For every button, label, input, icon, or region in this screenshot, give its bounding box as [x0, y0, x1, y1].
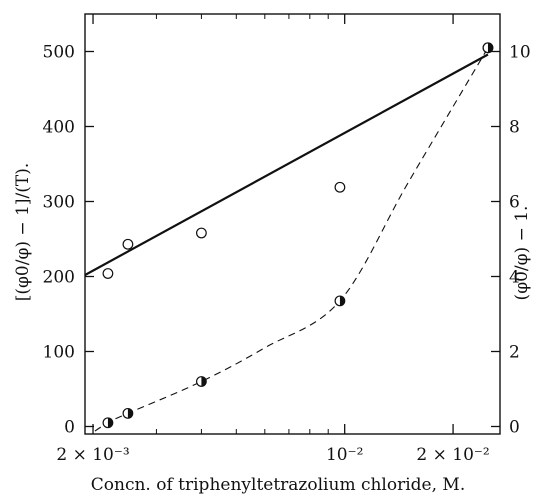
y-axis-left-title: [(φ0/φ) − 1]/(T). [13, 163, 33, 301]
open-circle-point [196, 227, 207, 239]
open-circle-point [334, 181, 346, 193]
y-left-tick-label: 0 [64, 418, 75, 438]
point-fill [107, 417, 113, 428]
half-filled-circle-point [196, 376, 207, 387]
data-points [102, 42, 494, 429]
y-left-tick-label: 100 [43, 343, 75, 363]
open-circle-point [102, 268, 114, 279]
ticks: 0 100 200 300 400 500 0 2 4 6 8 10 2 × 10⁻³ 10⁻² 2 × 1… [43, 14, 531, 465]
y-right-tick-label: 8 [509, 118, 520, 138]
plot-frame [84, 13, 501, 435]
y-axis-right-title: (φ0/φ) − 1. [512, 206, 532, 301]
solid-fit-line [85, 53, 489, 276]
y-left-tick-label: 200 [43, 268, 75, 288]
y-right-tick-label: 4 [509, 268, 520, 288]
axis-labels: [(φ0/φ) − 1]/(T). (φ0/φ) − 1. Concn. of … [13, 163, 532, 495]
point-fill [487, 42, 493, 53]
point-fill [201, 376, 207, 387]
point-fill [339, 296, 345, 306]
x-tick-label: 2 × 10⁻³ [56, 445, 129, 465]
y-left-tick-label: 300 [43, 193, 75, 213]
y-left-tick-label: 500 [43, 43, 75, 63]
point-fill [127, 408, 133, 419]
half-filled-circle-point [334, 295, 346, 307]
x-axis-title: Concn. of triphenyltetrazolium chloride,… [91, 475, 465, 495]
y-right-tick-label: 6 [509, 193, 520, 213]
plot-border [84, 13, 501, 435]
open-circle-point [122, 238, 134, 250]
y-right-tick-label: 2 [509, 343, 520, 363]
fit-lines [85, 47, 489, 434]
half-filled-circle-point [482, 42, 494, 54]
x-tick-label: 10⁻² [326, 445, 363, 465]
half-filled-circle-point [122, 407, 134, 419]
y-right-tick-label: 10 [509, 43, 531, 63]
y-right-tick-label: 0 [509, 418, 520, 438]
x-tick-label: 2 × 10⁻² [416, 445, 489, 465]
half-filled-circle-point [102, 417, 114, 429]
y-left-tick-label: 400 [43, 118, 75, 138]
